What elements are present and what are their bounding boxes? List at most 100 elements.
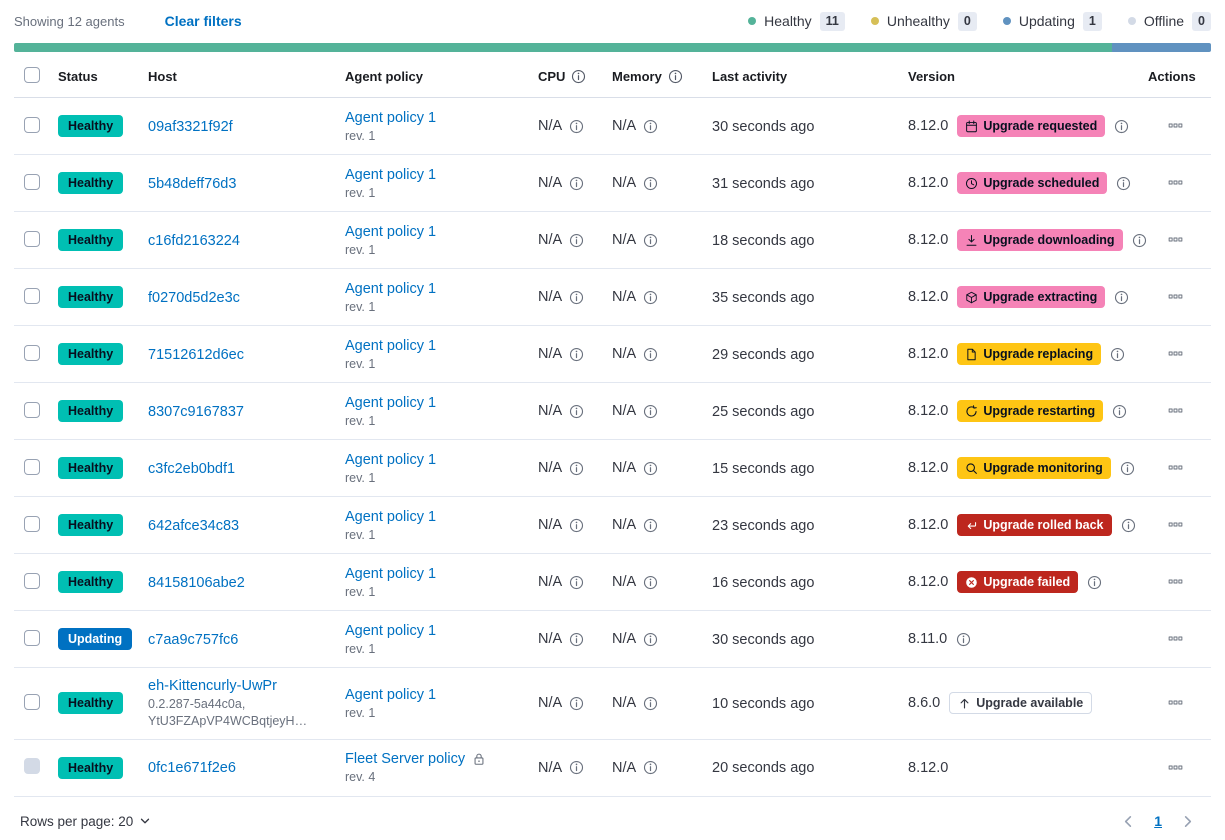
memory-value-info-icon[interactable] <box>643 119 658 134</box>
policy-link[interactable]: Agent policy 1 <box>345 166 437 183</box>
host-link[interactable]: 84158106abe2 <box>148 574 245 591</box>
row-actions-button[interactable] <box>1166 572 1185 591</box>
host-link[interactable]: c7aa9c757fc6 <box>148 631 239 648</box>
version-info-icon[interactable] <box>1087 575 1102 590</box>
cpu-header-label: CPU <box>538 69 566 84</box>
row-checkbox[interactable] <box>24 401 40 418</box>
cpu-value-info-icon[interactable] <box>569 461 584 476</box>
row-actions-button[interactable] <box>1166 287 1185 306</box>
policy-link[interactable]: Agent policy 1 <box>345 109 437 126</box>
row-checkbox[interactable] <box>24 173 40 190</box>
row-checkbox[interactable] <box>24 572 40 589</box>
last-activity: 30 seconds ago <box>712 631 815 648</box>
version-info-icon[interactable] <box>1121 518 1136 533</box>
version-info-icon[interactable] <box>1116 176 1131 191</box>
memory-value-info-icon[interactable] <box>643 518 658 533</box>
row-actions-button[interactable] <box>1166 230 1185 249</box>
row-actions-button[interactable] <box>1166 629 1185 648</box>
host-link[interactable]: c3fc2eb0bdf1 <box>148 460 236 477</box>
cpu-value-info-icon[interactable] <box>569 176 584 191</box>
row-checkbox[interactable] <box>24 458 40 475</box>
host-link[interactable]: 642afce34c83 <box>148 517 240 534</box>
row-checkbox[interactable] <box>24 344 40 361</box>
row-actions-button[interactable] <box>1166 401 1185 420</box>
policy-link[interactable]: Agent policy 1 <box>345 686 437 703</box>
host-link[interactable]: c16fd2163224 <box>148 232 240 249</box>
row-actions-button[interactable] <box>1166 344 1185 363</box>
memory-value-info-icon[interactable] <box>643 696 658 711</box>
legend-item-unhealthy[interactable]: Unhealthy 0 <box>870 11 977 31</box>
row-checkbox[interactable] <box>24 116 40 133</box>
version-info-icon[interactable] <box>1132 233 1147 248</box>
page-number-1[interactable]: 1 <box>1154 813 1162 830</box>
select-all-checkbox[interactable] <box>24 67 40 83</box>
version-info-icon[interactable] <box>1114 290 1129 305</box>
host-link[interactable]: 5b48deff76d3 <box>148 175 237 192</box>
row-checkbox[interactable] <box>24 629 40 646</box>
cpu-value-info-icon[interactable] <box>569 233 584 248</box>
memory-value-info-icon[interactable] <box>643 347 658 362</box>
row-checkbox[interactable] <box>24 515 40 532</box>
row-checkbox[interactable] <box>24 693 40 710</box>
legend-label: Offline <box>1143 13 1185 29</box>
status-dot-icon <box>1127 17 1136 25</box>
row-actions-button[interactable] <box>1166 116 1185 135</box>
memory-value-info-icon[interactable] <box>643 176 658 191</box>
version-info-icon[interactable] <box>1114 119 1129 134</box>
legend-item-offline[interactable]: Offline 0 <box>1127 11 1211 31</box>
host-link[interactable]: 09af3321f92f <box>148 118 233 135</box>
host-link[interactable]: f0270d5d2e3c <box>148 289 240 306</box>
cpu-value-info-icon[interactable] <box>569 760 584 775</box>
version-info-icon[interactable] <box>1110 347 1125 362</box>
table-row: Healthy 09af3321f92f Agent policy 1 rev.… <box>14 97 1211 155</box>
row-checkbox[interactable] <box>24 230 40 247</box>
memory-value-info-icon[interactable] <box>643 404 658 419</box>
policy-link[interactable]: Agent policy 1 <box>345 508 437 525</box>
cpu-value-info-icon[interactable] <box>569 347 584 362</box>
version-info-icon[interactable] <box>1112 404 1127 419</box>
host-link[interactable]: 71512612d6ec <box>148 346 244 363</box>
legend-item-healthy[interactable]: Healthy 11 <box>748 11 845 31</box>
row-actions-button[interactable] <box>1166 758 1185 777</box>
last-activity: 23 seconds ago <box>712 517 815 534</box>
legend-item-updating[interactable]: Updating 1 <box>1002 11 1102 31</box>
previous-page-button[interactable] <box>1121 814 1136 829</box>
version-info-icon[interactable] <box>956 632 971 647</box>
rows-per-page-button[interactable]: Rows per page: 20 <box>14 813 158 830</box>
cpu-value-info-icon[interactable] <box>569 119 584 134</box>
cpu-value-info-icon[interactable] <box>569 518 584 533</box>
cpu-value-info-icon[interactable] <box>569 632 584 647</box>
next-page-button[interactable] <box>1180 814 1195 829</box>
row-actions-button[interactable] <box>1166 693 1185 712</box>
agent-version: 8.12.0 <box>908 232 949 248</box>
host-link[interactable]: 8307c9167837 <box>148 403 244 420</box>
cpu-value-info-icon[interactable] <box>569 696 584 711</box>
policy-link[interactable]: Agent policy 1 <box>345 223 437 240</box>
clear-filters-link[interactable]: Clear filters <box>164 13 242 29</box>
host-link[interactable]: 0fc1e671f2e6 <box>148 760 236 777</box>
cpu-value-info-icon[interactable] <box>569 575 584 590</box>
memory-value-info-icon[interactable] <box>643 290 658 305</box>
policy-link[interactable]: Agent policy 1 <box>345 280 437 297</box>
memory-value-info-icon[interactable] <box>643 760 658 775</box>
memory-value-info-icon[interactable] <box>643 233 658 248</box>
host-link[interactable]: eh-Kittencurly-UwPr <box>148 678 277 694</box>
row-actions-button[interactable] <box>1166 458 1185 477</box>
policy-link[interactable]: Agent policy 1 <box>345 622 437 639</box>
memory-value-info-icon[interactable] <box>643 632 658 647</box>
memory-value-info-icon[interactable] <box>643 461 658 476</box>
cpu-value-info-icon[interactable] <box>569 290 584 305</box>
policy-link[interactable]: Agent policy 1 <box>345 394 437 411</box>
row-actions-button[interactable] <box>1166 515 1185 534</box>
memory-value-info-icon[interactable] <box>643 575 658 590</box>
policy-link[interactable]: Agent policy 1 <box>345 337 437 354</box>
cpu-info-icon[interactable] <box>571 69 586 84</box>
memory-info-icon[interactable] <box>668 69 683 84</box>
policy-link[interactable]: Agent policy 1 <box>345 565 437 582</box>
row-checkbox[interactable] <box>24 287 40 304</box>
policy-link[interactable]: Agent policy 1 <box>345 451 437 468</box>
policy-link[interactable]: Fleet Server policy <box>345 751 466 768</box>
version-info-icon[interactable] <box>1120 461 1135 476</box>
row-actions-button[interactable] <box>1166 173 1185 192</box>
cpu-value-info-icon[interactable] <box>569 404 584 419</box>
